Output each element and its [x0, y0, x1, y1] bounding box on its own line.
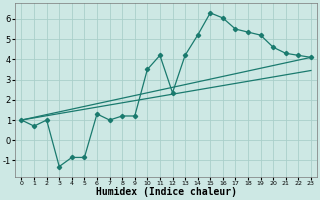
- X-axis label: Humidex (Indice chaleur): Humidex (Indice chaleur): [96, 187, 237, 197]
